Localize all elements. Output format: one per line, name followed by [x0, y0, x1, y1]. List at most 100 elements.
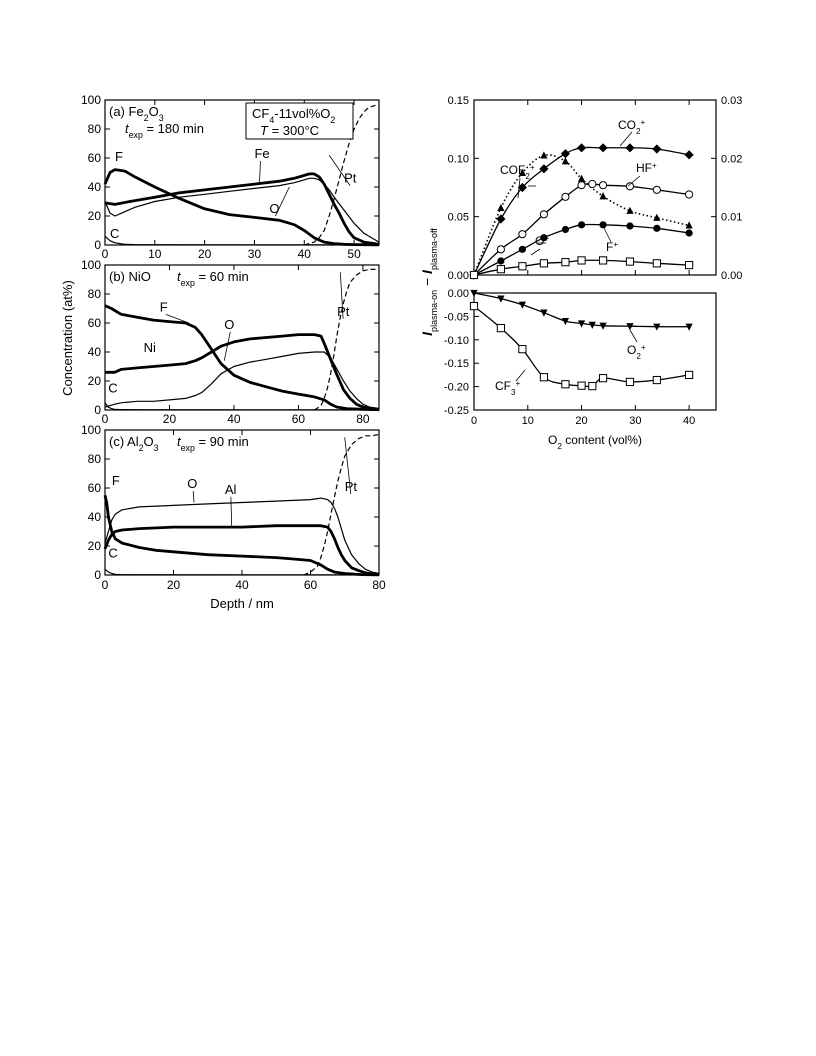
data-point-o-plus	[625, 257, 635, 266]
annotation-arrow	[603, 227, 612, 243]
data-point-cf3-plus	[625, 377, 635, 387]
data-point-cof2-plus	[599, 192, 607, 200]
series-line-pt	[303, 433, 380, 576]
data-point-o-plus	[518, 262, 527, 271]
bottom-y-tick-label: -0.25	[444, 405, 469, 417]
annotation-o: O	[269, 201, 279, 216]
data-point-cf3-plus	[561, 380, 570, 389]
annotation-co2-plus: CO2+	[618, 118, 646, 136]
data-point-co2-plus	[517, 182, 527, 193]
annotation-pt: Pt	[345, 479, 358, 494]
data-point-co2-plus	[496, 214, 506, 224]
bottom-y-tick-label: -0.20	[444, 382, 469, 394]
y-axis-label: Concentration (at%)	[60, 280, 75, 396]
data-point-hf-plus	[539, 210, 549, 219]
annotation-pt: Pt	[337, 304, 350, 319]
depth-y-tick-label: 100	[81, 258, 101, 272]
data-point-hf-plus	[518, 230, 527, 239]
depth-y-tick-label: 100	[81, 93, 101, 107]
annotation-cf3-plus: CF3+	[495, 379, 521, 397]
panel-title: (c) Al2O3	[109, 434, 159, 453]
annotation-arrow	[259, 160, 261, 185]
data-point-o-plus	[598, 256, 608, 265]
data-point-o2-plus	[588, 321, 596, 329]
annotation-o2-plus: O2+	[627, 343, 646, 361]
data-point-co2-plus	[560, 149, 571, 159]
series-curve-cf3-plus	[473, 305, 690, 388]
annotation-c: C	[110, 226, 119, 241]
data-point-cof2-plus	[653, 213, 661, 221]
bottom-y-tick-label: -0.15	[444, 358, 469, 370]
series-curve-f-plus	[473, 223, 690, 276]
data-point-f-plus	[577, 221, 586, 229]
bottom-panel-frame	[473, 292, 717, 411]
bottom-x-tick-label: 40	[683, 415, 695, 427]
data-point-hf-plus	[561, 192, 570, 201]
depth-y-tick-label: 20	[88, 539, 102, 553]
bottom-x-tick-label: 10	[522, 415, 534, 427]
data-point-o2-plus	[470, 289, 478, 298]
depth-x-tick-label: 60	[304, 578, 318, 592]
data-point-hf-plus	[652, 185, 661, 194]
annotation-arrow	[627, 175, 641, 187]
data-point-o-plus	[652, 259, 661, 268]
depth-y-tick-label: 40	[88, 180, 102, 194]
bottom-y-tick-label: -0.05	[444, 311, 469, 323]
panel-title: (b) NiO	[109, 269, 151, 284]
bottom-x-tick-label: 20	[575, 415, 587, 427]
annotation-arrow	[517, 177, 521, 199]
depth-profile-frame	[104, 264, 380, 411]
depth-x-tick-label: 0	[102, 578, 109, 592]
series-line-f	[103, 168, 380, 247]
depth-x-tick-label: 40	[298, 247, 312, 261]
data-point-hf-plus	[577, 181, 586, 190]
data-point-o2-plus	[497, 295, 505, 303]
top-y-tick-label: 0.10	[448, 153, 469, 165]
top-y-tick-label: 0.15	[448, 95, 469, 107]
annotation-arrow	[275, 186, 290, 217]
series-line-o	[104, 351, 380, 410]
conditions-temp: T = 300°C	[260, 123, 319, 138]
data-point-co2-plus	[684, 150, 694, 160]
depth-y-tick-label: 0	[94, 568, 101, 582]
series-line-fe	[104, 172, 380, 246]
top-y-tick-label: 0.00	[448, 270, 469, 282]
bottom-y-tick-label: -0.10	[444, 335, 469, 347]
series-line-pt	[304, 103, 380, 246]
data-point-cof2-plus	[685, 221, 693, 229]
data-point-cf3-plus	[469, 302, 479, 311]
data-point-co2-plus	[598, 143, 608, 153]
annotation-f: F	[115, 149, 123, 164]
top-y-tick-label: 0.05	[448, 212, 469, 224]
data-point-cf3-plus	[496, 324, 505, 333]
annotation-arrow	[530, 248, 541, 256]
depth-x-tick-label: 40	[235, 578, 249, 592]
data-point-hf-plus	[496, 245, 505, 254]
depth-y-tick-label: 20	[88, 209, 102, 223]
conditions-gas: CF4-11vol%O2	[252, 106, 335, 125]
annotation-o-plus: O+	[535, 234, 549, 249]
series-line-f	[103, 494, 380, 577]
series-line-pt	[314, 268, 379, 411]
annotation-arrow	[619, 131, 633, 147]
data-point-cof2-plus	[518, 168, 526, 177]
depth-y-tick-label: 0	[94, 403, 101, 417]
depth-x-tick-label: 10	[148, 247, 162, 261]
annotation-arrow	[339, 272, 344, 319]
data-point-o2-plus	[540, 309, 548, 317]
top-y2-tick-label: 0.03	[721, 95, 742, 107]
data-point-co2-plus	[539, 164, 549, 174]
depth-x-tick-label: 20	[167, 578, 181, 592]
data-point-cof2-plus	[561, 157, 570, 165]
data-point-cf3-plus	[539, 373, 549, 382]
bottom-y-tick-label: 0.00	[448, 288, 469, 300]
annotation-cof2-plus: COF2+	[500, 163, 535, 181]
series-line-c	[104, 402, 380, 411]
texp-label: texp = 180 min	[125, 121, 204, 140]
data-point-o-plus	[685, 260, 694, 270]
data-point-o2-plus	[653, 323, 661, 331]
data-point-hf-plus	[598, 181, 608, 190]
depth-y-tick-label: 80	[88, 287, 102, 301]
data-point-cof2-plus	[540, 151, 548, 159]
